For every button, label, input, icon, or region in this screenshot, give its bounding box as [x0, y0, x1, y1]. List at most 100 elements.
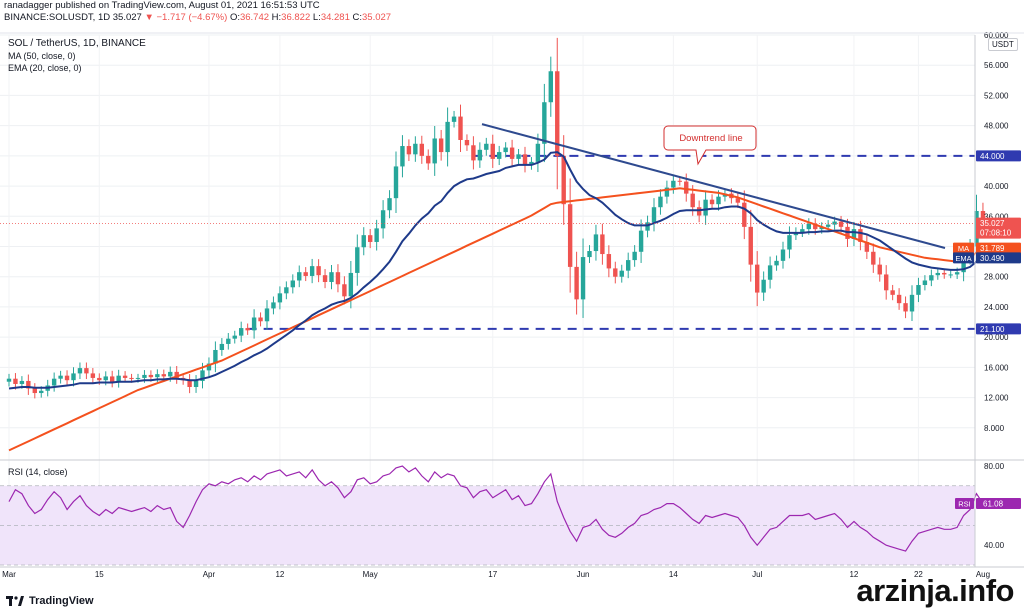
- candle-body: [838, 221, 844, 227]
- candle: [877, 257, 882, 282]
- candle: [122, 371, 128, 383]
- candle-body: [368, 235, 373, 242]
- candle-body: [877, 264, 882, 275]
- candle-body: [77, 368, 83, 374]
- candle: [555, 37, 560, 190]
- low-label: L:: [312, 12, 321, 23]
- candle: [426, 149, 431, 170]
- price-label-bg: [976, 242, 1021, 254]
- high-value: 36.822: [281, 12, 311, 23]
- candle: [696, 200, 702, 223]
- y-tick-label: 40.000: [984, 182, 1009, 191]
- candle-body: [593, 234, 599, 252]
- candle-body: [464, 139, 470, 146]
- y-tick-label: 12.000: [984, 394, 1009, 403]
- axes: 8.00012.00016.00020.00024.00028.00032.00…: [0, 31, 1024, 579]
- candle: [638, 219, 644, 263]
- candle: [116, 369, 121, 388]
- candle: [948, 270, 953, 279]
- candle-body: [664, 187, 670, 197]
- candle: [580, 238, 586, 318]
- price-label-bg: [976, 323, 1021, 335]
- candle: [6, 373, 12, 387]
- candle-body: [39, 390, 44, 394]
- candle: [619, 264, 624, 283]
- candle-body: [606, 254, 612, 269]
- candle-body: [954, 272, 960, 275]
- currency-badge[interactable]: USDT: [988, 38, 1018, 51]
- y-tick-label: 28.000: [984, 273, 1009, 282]
- candle: [374, 219, 379, 251]
- candle: [890, 284, 895, 301]
- candle-body: [413, 143, 418, 155]
- low-value: 34.281: [320, 12, 350, 23]
- candle-body: [97, 377, 102, 381]
- ema-legend[interactable]: EMA (20, close, 0): [8, 63, 82, 73]
- candle-body: [813, 223, 818, 230]
- candle: [342, 276, 347, 305]
- price-label-subtext: 07:08:10: [980, 229, 1012, 238]
- candle-body: [716, 196, 721, 205]
- candle-body: [851, 229, 857, 239]
- candle-body: [245, 328, 250, 331]
- x-tick-label: 12: [275, 570, 284, 579]
- price-label-text: 44.000: [980, 152, 1005, 161]
- candle: [774, 255, 779, 271]
- candle-body: [709, 199, 715, 205]
- candle: [767, 256, 773, 289]
- price-label-text: 21.100: [980, 325, 1005, 334]
- candle: [406, 139, 412, 162]
- candle-body: [555, 71, 560, 156]
- candle: [503, 142, 508, 158]
- candle-body: [529, 161, 534, 165]
- candle-body: [613, 268, 618, 277]
- x-tick-label: Apr: [203, 570, 216, 579]
- tradingview-logo[interactable]: TradingView: [6, 595, 94, 607]
- candle-body: [32, 388, 37, 394]
- candle-body: [884, 274, 889, 291]
- candle: [77, 362, 83, 380]
- candle-body: [206, 363, 212, 371]
- candle: [471, 136, 476, 170]
- candle-body: [780, 249, 786, 261]
- candle: [658, 189, 663, 215]
- candle-body: [432, 138, 437, 164]
- annotation-text: Downtrend line: [679, 133, 742, 144]
- candle-body: [871, 251, 876, 265]
- candle-body: [787, 235, 792, 250]
- candle-body: [361, 235, 366, 248]
- candle: [432, 125, 437, 176]
- candle-body: [213, 349, 218, 364]
- candle: [84, 362, 89, 380]
- chart-title[interactable]: SOL / TetherUS, 1D, BINANCE: [8, 38, 146, 49]
- candle: [445, 107, 450, 167]
- candle: [542, 83, 547, 163]
- candle-body: [509, 147, 515, 159]
- candle-body: [703, 199, 708, 216]
- candle-body: [490, 143, 495, 159]
- candle-body: [374, 228, 379, 242]
- candle: [64, 370, 70, 386]
- candle-body: [626, 260, 631, 271]
- candle: [651, 198, 657, 232]
- candle-body: [142, 374, 147, 378]
- rsi-panel: [0, 465, 984, 566]
- candle-body: [516, 154, 521, 159]
- candle: [258, 312, 263, 327]
- y-tick-label: 60.000: [984, 31, 1009, 40]
- candle-body: [477, 149, 483, 161]
- candle: [761, 271, 766, 301]
- candle-body: [600, 234, 605, 255]
- candle: [458, 104, 463, 152]
- candle: [413, 136, 418, 162]
- candle-body: [342, 284, 347, 297]
- y-tick-label: 8.000: [984, 424, 1005, 433]
- resistance-price-label: 44.000: [976, 150, 1021, 162]
- candle-body: [632, 251, 637, 261]
- candle: [548, 56, 553, 117]
- candle: [26, 374, 31, 395]
- ma-legend[interactable]: MA (50, close, 0): [8, 51, 76, 61]
- candle: [587, 245, 592, 263]
